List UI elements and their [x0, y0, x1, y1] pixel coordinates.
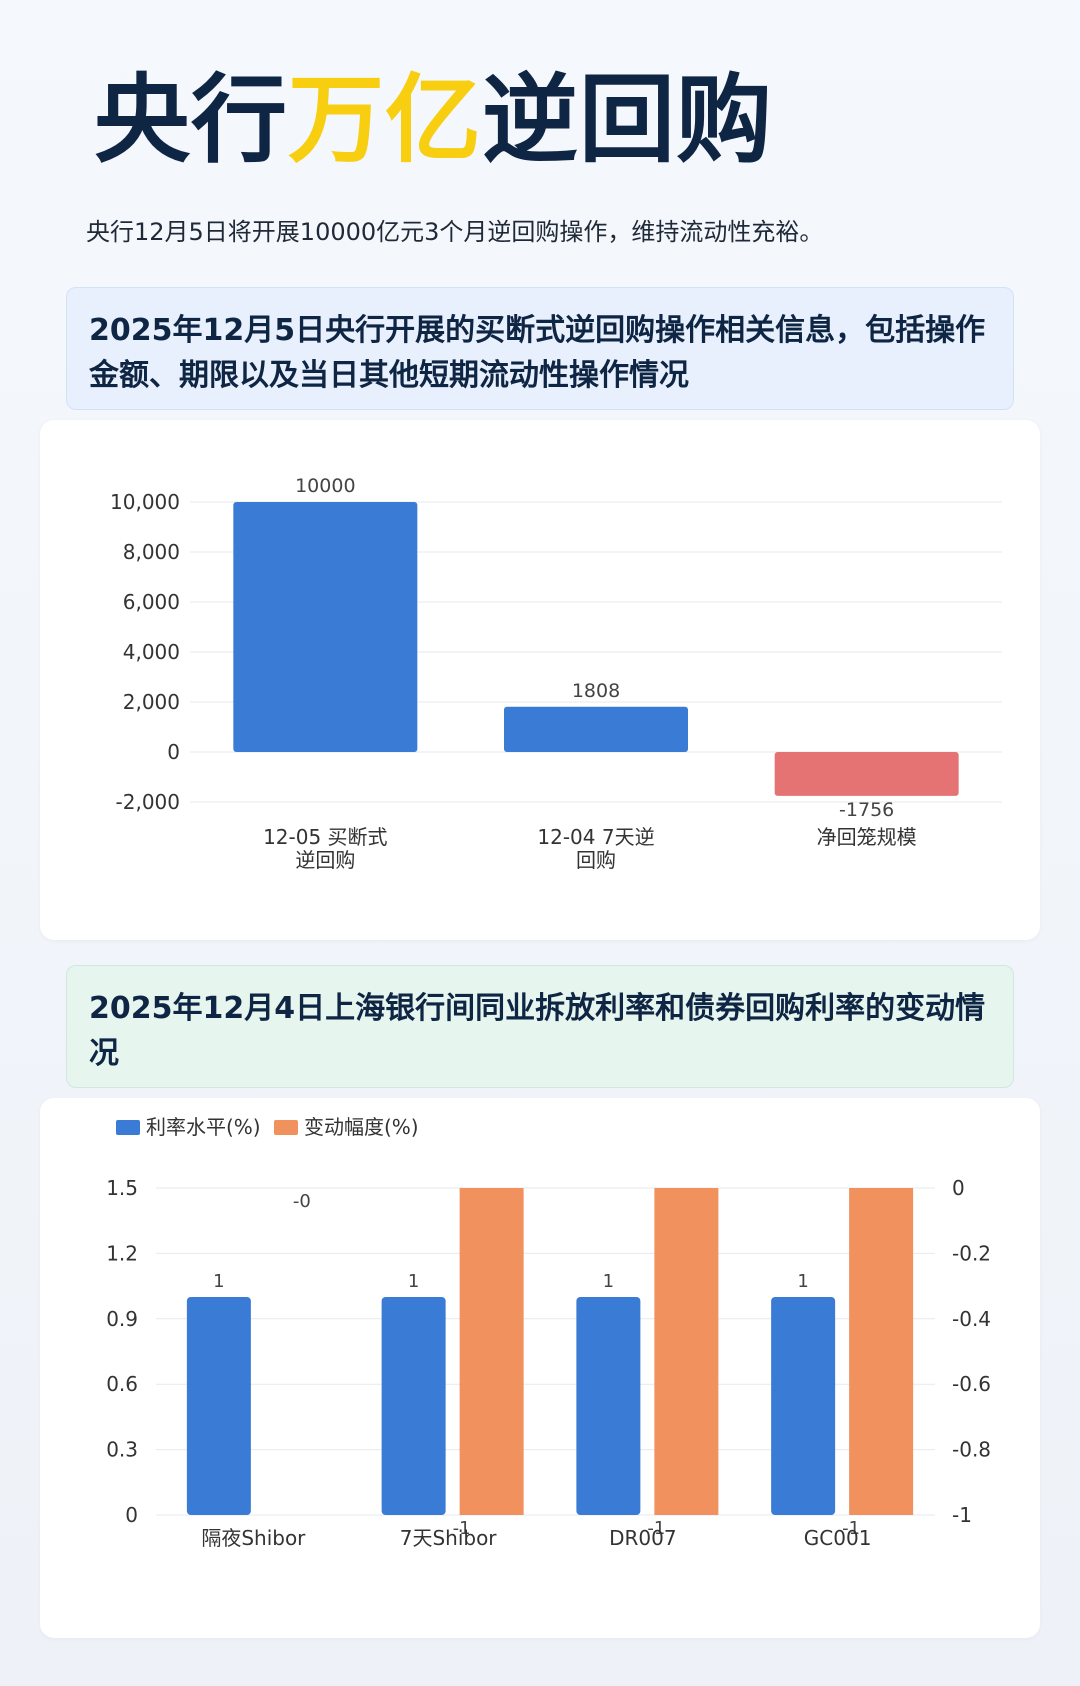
legend-label: 变动幅度(%) — [304, 1115, 419, 1139]
legend-swatch — [116, 1120, 140, 1135]
y-right-tick-label: -0.8 — [952, 1438, 991, 1462]
legend-swatch — [274, 1120, 298, 1135]
chart-card-2: 利率水平(%) 变动幅度(%) 0 0.3 0.6 0.9 1.2 1.5 -1 -0.8 -0.6… — [40, 1098, 1040, 1638]
x-tick-label: 回购 — [576, 848, 616, 872]
bar — [774, 752, 959, 796]
y-tick-label: 6,000 — [123, 590, 180, 614]
title-part-1: 央行 — [94, 64, 288, 176]
y-tick-label: 8,000 — [123, 540, 180, 564]
page-title: 央行万亿逆回购 — [94, 60, 773, 180]
bar-rate-level — [576, 1297, 641, 1515]
section-2-heading: 2025年12月4日上海银行间同业拆放利率和债券回购利率的变动情况 — [66, 965, 1014, 1088]
x-tick-label: DR007 — [609, 1526, 676, 1550]
page-subtitle: 央行12月5日将开展10000亿元3个月逆回购操作，维持流动性充裕。 — [86, 218, 824, 246]
bar-rate-level — [381, 1297, 446, 1515]
y-left-tick-label: 0.9 — [106, 1307, 138, 1331]
y-left-tick-label: 1.2 — [106, 1241, 138, 1265]
bar-rate-level — [186, 1297, 251, 1515]
y-tick-label: -2,000 — [116, 790, 180, 814]
y-left-tick-label: 1.5 — [106, 1176, 138, 1200]
data-label-rate-level: 1 — [603, 1271, 614, 1292]
y-tick-label: 4,000 — [123, 640, 180, 664]
x-tick-label: 12-05 买断式 — [263, 825, 387, 849]
bar-rate-level — [771, 1297, 836, 1515]
bar — [504, 706, 688, 752]
chart-1: -2,000 0 2,000 4,000 6,000 8,000 10,000 10000 12… — [110, 475, 1002, 872]
x-tick-label: 12-04 7天逆 — [537, 825, 654, 849]
x-tick-label: GC001 — [804, 1526, 872, 1550]
data-label-rate-level: 1 — [213, 1271, 224, 1292]
x-tick-label: 7天Shibor — [400, 1526, 498, 1550]
y-left-tick-label: 0.3 — [106, 1438, 138, 1462]
x-tick-label: 隔夜Shibor — [201, 1526, 306, 1550]
x-tick-label: 净回笼规模 — [817, 825, 917, 849]
data-label-rate-level: 1 — [408, 1271, 419, 1292]
y-left-tick-label: 0.6 — [106, 1372, 138, 1396]
data-label: 10000 — [295, 475, 355, 497]
y-right-tick-label: 0 — [952, 1176, 965, 1200]
legend-label: 利率水平(%) — [146, 1115, 261, 1139]
bar-rate-change — [849, 1188, 914, 1515]
y-right-tick-label: -0.4 — [952, 1307, 991, 1331]
data-label-rate-level: 1 — [797, 1271, 808, 1292]
y-left-tick-label: 0 — [125, 1503, 138, 1527]
y-tick-label: 0 — [167, 740, 180, 764]
data-label-rate-change: -1 — [647, 1518, 665, 1539]
y-tick-label: 10,000 — [110, 490, 180, 514]
x-tick-label: 逆回购 — [295, 848, 355, 872]
bar-rate-change — [459, 1188, 524, 1515]
data-label: 1808 — [572, 680, 620, 702]
data-label: -1756 — [839, 799, 894, 821]
y-right-tick-label: -1 — [952, 1503, 972, 1527]
bar — [233, 502, 418, 752]
title-highlight: 万亿 — [288, 64, 482, 176]
chart-2: 利率水平(%) 变动幅度(%) 0 0.3 0.6 0.9 1.2 1.5 -1 -0.8 -0.6… — [106, 1115, 991, 1550]
y-tick-label: 2,000 — [123, 690, 180, 714]
bar-rate-change — [654, 1188, 719, 1515]
y-right-tick-label: -0.2 — [952, 1241, 991, 1265]
y-right-tick-label: -0.6 — [952, 1372, 991, 1396]
data-label-rate-change: -1 — [453, 1518, 471, 1539]
data-label-rate-change: -1 — [842, 1518, 860, 1539]
chart-card-1: -2,000 0 2,000 4,000 6,000 8,000 10,000 10000 12… — [40, 420, 1040, 940]
section-1-heading: 2025年12月5日央行开展的买断式逆回购操作相关信息，包括操作金额、期限以及当… — [66, 287, 1014, 410]
title-part-2: 逆回购 — [482, 64, 773, 176]
data-label-rate-change: -0 — [293, 1191, 311, 1212]
